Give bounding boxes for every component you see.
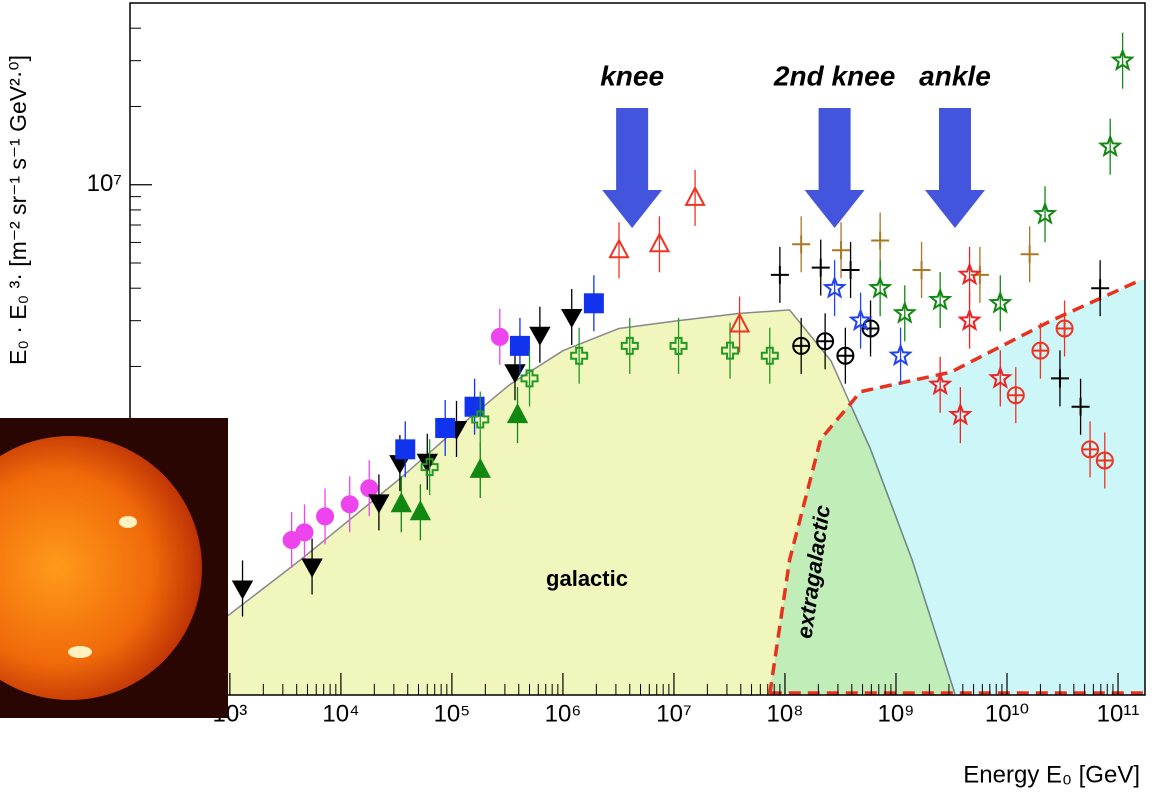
marker xyxy=(282,531,301,550)
marker xyxy=(792,235,811,254)
marker xyxy=(927,371,953,396)
marker xyxy=(340,495,359,514)
x-axis-label: Energy E₀ [GeV] xyxy=(963,761,1140,788)
marker xyxy=(1097,133,1123,158)
marker xyxy=(811,258,830,277)
marker xyxy=(1006,386,1025,405)
x-tick-label: 10⁵ xyxy=(434,700,471,727)
marker xyxy=(816,332,835,351)
marker xyxy=(561,308,583,329)
marker xyxy=(871,231,890,250)
marker xyxy=(892,300,917,324)
marker xyxy=(409,500,432,521)
marker xyxy=(1071,397,1090,416)
galactic-label: galactic xyxy=(546,566,628,591)
marker xyxy=(1031,341,1050,360)
marker xyxy=(888,342,913,367)
marker xyxy=(395,439,416,460)
marker xyxy=(927,287,953,311)
marker xyxy=(1081,440,1100,459)
marker xyxy=(469,457,491,478)
marker xyxy=(1020,245,1039,264)
marker xyxy=(760,346,779,365)
marker xyxy=(471,410,490,429)
marker xyxy=(368,494,390,514)
x-tick-label: 10⁹ xyxy=(877,700,914,727)
marker xyxy=(988,365,1013,389)
marker xyxy=(360,479,379,498)
annotation-arrow xyxy=(602,108,663,228)
marker xyxy=(728,312,751,333)
marker xyxy=(957,307,982,332)
x-tick-label: 10¹⁰ xyxy=(985,700,1029,727)
sun-flare xyxy=(68,646,92,658)
marker xyxy=(988,290,1013,314)
marker xyxy=(1032,201,1058,225)
marker xyxy=(841,260,860,279)
points xyxy=(231,32,1135,617)
marker xyxy=(669,336,688,355)
marker xyxy=(295,523,314,542)
marker xyxy=(608,238,630,259)
marker xyxy=(520,369,539,388)
x-tick-label: 10⁴ xyxy=(322,700,359,727)
marker xyxy=(912,260,931,279)
marker xyxy=(721,341,740,360)
annotation-arrow xyxy=(924,108,985,228)
marker xyxy=(822,275,847,299)
marker xyxy=(301,558,323,578)
marker xyxy=(490,327,509,346)
annotation-label: knee xyxy=(600,60,664,91)
annotation-label: ankle xyxy=(919,60,991,91)
x-tick-label: 10¹¹ xyxy=(1097,700,1140,727)
marker xyxy=(1091,279,1110,298)
marker xyxy=(529,326,551,346)
marker xyxy=(792,336,811,355)
marker xyxy=(390,492,412,513)
area-fill xyxy=(227,309,955,695)
marker xyxy=(1055,319,1074,338)
marker xyxy=(570,346,589,365)
areas xyxy=(227,278,1145,695)
marker xyxy=(506,402,529,424)
marker xyxy=(620,336,639,355)
marker xyxy=(867,275,893,299)
marker xyxy=(684,185,706,206)
marker xyxy=(231,580,254,600)
marker xyxy=(583,293,604,314)
plot-frame xyxy=(129,2,1146,696)
x-tick-label: 10⁶ xyxy=(545,700,582,727)
x-tick-label: 10⁸ xyxy=(767,700,804,727)
area-line xyxy=(768,278,1142,695)
marker xyxy=(509,335,530,356)
marker xyxy=(648,232,671,253)
marker xyxy=(420,458,439,477)
marker xyxy=(1110,47,1135,72)
annotations: knee 2nd knee ankle xyxy=(600,60,991,228)
marker xyxy=(316,507,335,526)
marker xyxy=(836,346,855,365)
area-fill xyxy=(769,280,1145,695)
marker xyxy=(1095,451,1114,470)
sun-disk xyxy=(0,436,202,700)
marker xyxy=(848,307,873,332)
annotation-label: 2nd knee xyxy=(773,60,895,91)
y-tick-label: 10⁷ xyxy=(87,170,122,197)
y-axis-label: E₀ · E₀ ³· [m⁻² sr⁻¹ s⁻¹ GeV²·⁰] xyxy=(5,55,31,365)
x-tick-label: 10⁷ xyxy=(656,700,691,727)
sun-flare xyxy=(119,516,137,528)
marker xyxy=(770,265,789,284)
marker xyxy=(435,417,456,438)
marker xyxy=(948,402,973,426)
marker xyxy=(1050,369,1069,388)
marker xyxy=(957,262,982,286)
annotation-arrow xyxy=(804,108,865,228)
sun-inset xyxy=(0,418,228,718)
marker xyxy=(832,241,851,260)
